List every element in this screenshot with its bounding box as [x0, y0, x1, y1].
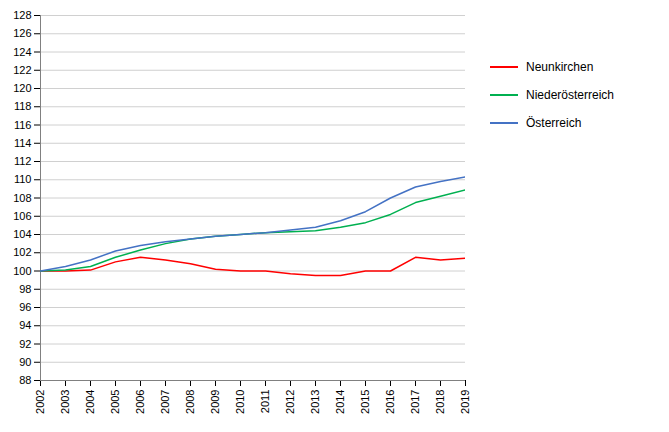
- svg-text:102: 102: [13, 246, 31, 258]
- svg-text:2002: 2002: [34, 390, 46, 414]
- svg-text:90: 90: [19, 356, 31, 368]
- svg-text:2006: 2006: [134, 390, 146, 414]
- svg-text:104: 104: [13, 228, 31, 240]
- svg-text:2017: 2017: [409, 390, 421, 414]
- svg-text:110: 110: [14, 173, 32, 185]
- svg-text:116: 116: [14, 119, 32, 131]
- svg-text:88: 88: [19, 374, 31, 386]
- svg-text:2013: 2013: [309, 390, 321, 414]
- svg-text:2015: 2015: [359, 390, 371, 414]
- svg-text:112: 112: [14, 155, 32, 167]
- svg-text:126: 126: [13, 27, 31, 39]
- svg-text:118: 118: [14, 100, 32, 112]
- svg-text:2019: 2019: [459, 390, 471, 414]
- svg-text:2009: 2009: [209, 390, 221, 414]
- svg-text:2011: 2011: [259, 390, 271, 414]
- svg-text:94: 94: [19, 319, 31, 331]
- svg-text:2016: 2016: [384, 390, 396, 414]
- svg-text:98: 98: [19, 283, 31, 295]
- svg-text:114: 114: [14, 137, 32, 149]
- svg-text:100: 100: [13, 265, 31, 277]
- html-text:Österreich: Österreich: [526, 116, 582, 130]
- svg-text:2008: 2008: [184, 390, 196, 414]
- svg-text:2018: 2018: [434, 390, 446, 414]
- svg-text:92: 92: [19, 338, 31, 350]
- svg-text:2012: 2012: [284, 390, 296, 414]
- svg-text:122: 122: [13, 64, 31, 76]
- svg-text:2003: 2003: [59, 390, 71, 414]
- svg-text:96: 96: [19, 301, 31, 313]
- svg-text:120: 120: [13, 82, 31, 94]
- svg-text:124: 124: [13, 46, 31, 58]
- svg-text:2005: 2005: [109, 390, 121, 414]
- svg-text:106: 106: [13, 210, 31, 222]
- svg-text:108: 108: [13, 192, 31, 204]
- svg-text:128: 128: [13, 9, 31, 21]
- svg-text:2004: 2004: [84, 390, 96, 414]
- html-text:Niederösterreich: Niederösterreich: [526, 88, 614, 102]
- svg-text:2010: 2010: [234, 390, 246, 414]
- svg-text:2007: 2007: [159, 390, 171, 414]
- html-text:Neunkirchen: Neunkirchen: [526, 60, 594, 74]
- svg-text:2014: 2014: [334, 390, 346, 414]
